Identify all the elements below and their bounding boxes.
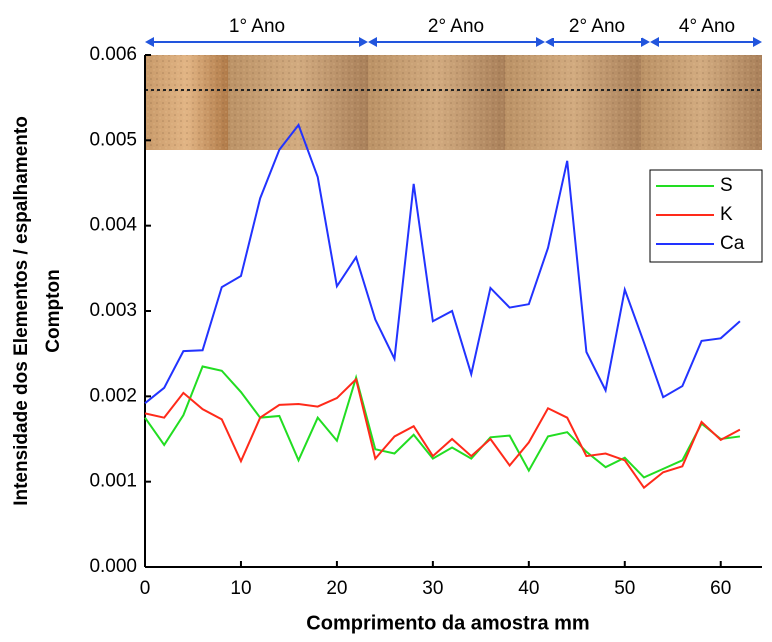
annotation: 2° Ano <box>569 16 625 37</box>
x-axis-label: Comprimento da amostra mm <box>306 612 589 634</box>
annotation: 4° Ano <box>679 16 735 37</box>
x-tick-label: 60 <box>710 578 731 599</box>
x-tick-label: 20 <box>326 578 347 599</box>
chart: 1° Ano 2° Ano 2° Ano 4° Ano Comprimento … <box>0 0 772 637</box>
y-tick-label: 0.005 <box>89 129 137 150</box>
x-tick-label: 0 <box>140 578 151 599</box>
y-axis-label: Compton <box>43 269 64 352</box>
y-tick-label: 0.003 <box>89 300 137 321</box>
x-tick-label: 50 <box>614 578 635 599</box>
legend-label: S <box>720 175 733 196</box>
sample-photo <box>145 55 762 150</box>
y-tick-label: 0.000 <box>89 556 137 577</box>
y-axis-label: Intensidade dos Elementos / espalhamento <box>11 116 32 506</box>
series-line <box>145 379 740 487</box>
y-tick-label: 0.006 <box>89 44 137 65</box>
y-tick-label: 0.004 <box>89 215 137 236</box>
annotation: 1° Ano <box>229 16 285 37</box>
legend-label: K <box>720 204 733 225</box>
series-line <box>145 366 740 477</box>
x-tick-label: 30 <box>422 578 443 599</box>
series-line <box>145 125 740 403</box>
period-arrows <box>145 37 762 47</box>
x-tick-label: 10 <box>230 578 251 599</box>
y-tick-label: 0.002 <box>89 385 137 406</box>
x-tick-label: 40 <box>518 578 539 599</box>
legend-label: Ca <box>720 233 745 254</box>
y-tick-label: 0.001 <box>89 471 137 492</box>
annotation: 2° Ano <box>428 16 484 37</box>
